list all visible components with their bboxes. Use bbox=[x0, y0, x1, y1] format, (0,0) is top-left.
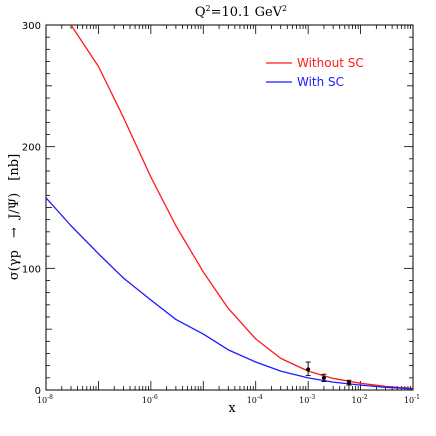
y-label-arrow: → bbox=[7, 227, 22, 238]
legend-label-with-sc: With SC bbox=[297, 75, 344, 89]
legend-label-without-sc: Without SC bbox=[297, 56, 364, 70]
x-tick-label: 10-3 bbox=[299, 394, 315, 405]
x-tick-labels: 10-8 10-6 10-4 10-3 10-2 10-1 bbox=[37, 394, 420, 405]
data-point-marker bbox=[321, 375, 326, 380]
y-tick-label: 0 bbox=[35, 386, 41, 397]
y-tick-label: 200 bbox=[22, 143, 41, 154]
series-line-without-sc bbox=[70, 25, 413, 390]
chart-title-sup: 2 bbox=[206, 4, 211, 13]
axis-ticks bbox=[45, 24, 413, 391]
y-label-sigma: σ(γp bbox=[7, 250, 22, 280]
y-label-unit: [nb] bbox=[7, 154, 22, 181]
y-label-jpsi: J/Ψ) bbox=[7, 193, 22, 221]
chart-title: Q2=10.1 GeV2 bbox=[195, 4, 287, 20]
x-tick-label: 10-4 bbox=[247, 394, 263, 405]
y-tick-label: 100 bbox=[22, 264, 41, 275]
series-lines bbox=[46, 25, 413, 390]
x-tick-label: 10-8 bbox=[37, 394, 53, 405]
x-tick-label: 10-2 bbox=[352, 394, 368, 405]
y-tick-labels: 0 100 200 300 bbox=[22, 21, 41, 397]
chart-title-q: Q bbox=[195, 5, 206, 20]
plot-frame bbox=[45, 24, 414, 391]
data-point-marker bbox=[346, 380, 351, 385]
x-axis-label: x bbox=[228, 401, 236, 416]
svg-text:σ(γp → J/Ψ): σ(γp → J/Ψ) [nb] bbox=[7, 154, 22, 280]
data-points bbox=[305, 361, 352, 386]
y-axis-label: σ(γp → J/Ψ) [nb] bbox=[7, 154, 22, 280]
chart-title-sup2: 2 bbox=[282, 4, 287, 13]
data-point-marker bbox=[306, 367, 311, 372]
series-line-with-sc bbox=[46, 197, 413, 390]
x-tick-label: 10-1 bbox=[404, 394, 420, 405]
chart-title-rest: =10.1 GeV bbox=[211, 5, 283, 20]
x-tick-label: 10-6 bbox=[142, 394, 158, 405]
legend: Without SC With SC bbox=[266, 56, 364, 89]
y-tick-label: 300 bbox=[22, 21, 41, 32]
